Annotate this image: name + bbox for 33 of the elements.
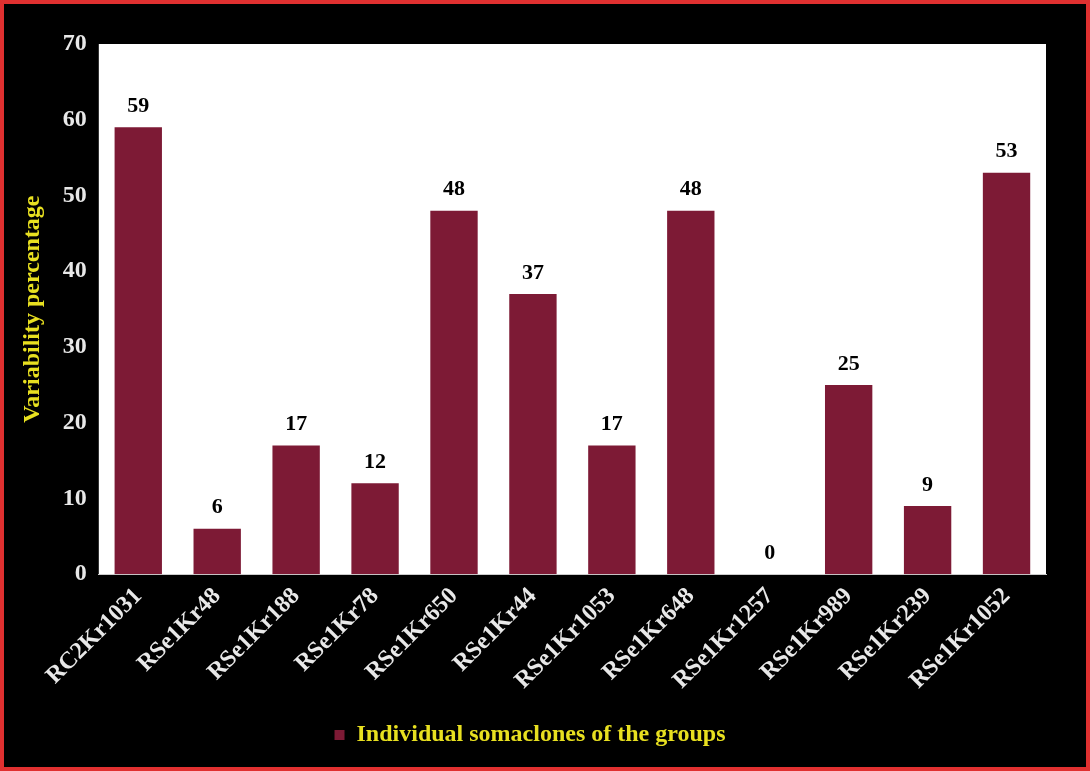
bar: [667, 210, 715, 575]
data-label: 17: [285, 410, 308, 436]
y-tick-label: 30: [62, 332, 87, 359]
y-axis-title: Variability percentage: [17, 195, 44, 423]
y-tick-label: 0: [74, 559, 87, 586]
y-tick-label: 50: [62, 180, 87, 207]
bar: [588, 445, 636, 575]
bar: [193, 528, 241, 575]
data-label: 25: [837, 349, 860, 375]
y-tick-label: 60: [62, 104, 87, 131]
bar: [430, 210, 478, 575]
y-tick-label: 70: [62, 29, 87, 56]
bar: [824, 384, 873, 575]
data-label: 48: [443, 175, 465, 201]
data-label: 0: [764, 538, 776, 564]
data-label: 37: [521, 258, 544, 284]
data-label: 6: [211, 493, 223, 519]
bar: [903, 506, 952, 575]
data-label: 48: [679, 175, 702, 201]
bar: [272, 445, 320, 575]
bar: [509, 293, 557, 575]
data-label: 12: [364, 448, 387, 474]
legend-label: Individual somaclones of the groups: [356, 720, 726, 747]
data-label: 17: [600, 410, 623, 436]
data-label: 53: [995, 137, 1018, 163]
bar: [351, 483, 399, 575]
bar: [982, 172, 1031, 575]
y-tick-label: 20: [62, 407, 87, 434]
bar: [114, 127, 162, 575]
y-tick-label: 40: [62, 256, 87, 283]
data-label: 9: [922, 470, 934, 496]
data-label: 59: [127, 92, 150, 118]
y-tick-label: 10: [62, 483, 87, 510]
